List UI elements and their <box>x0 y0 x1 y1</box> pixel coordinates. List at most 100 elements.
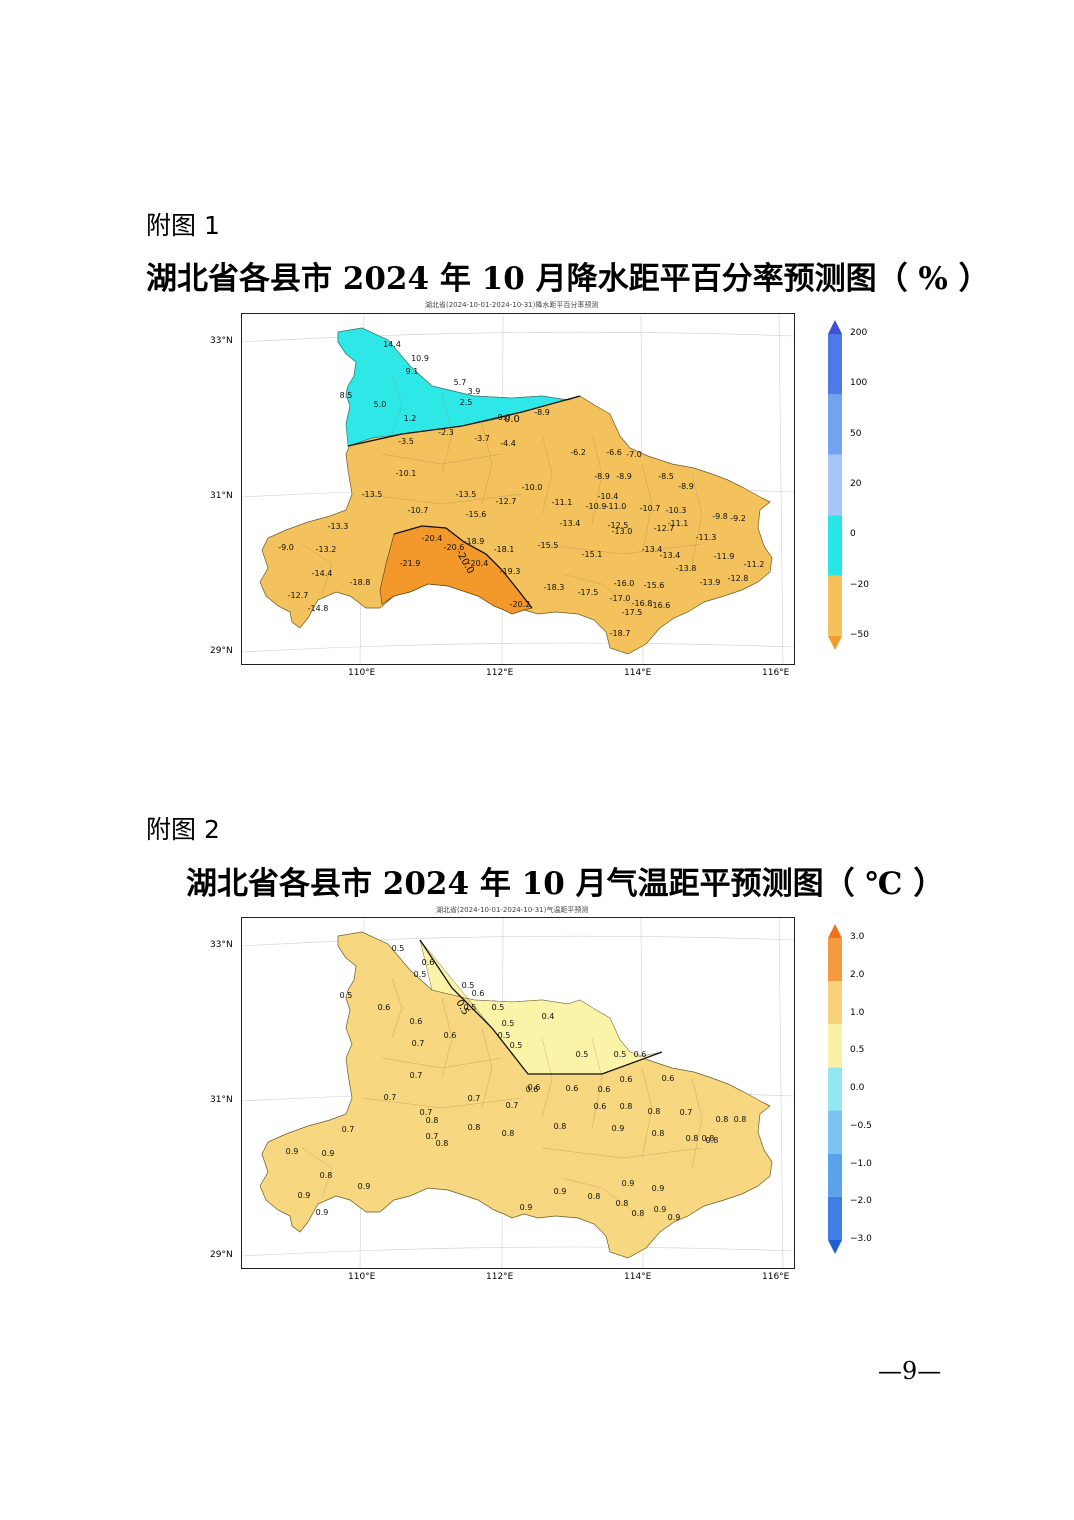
station-value: 0.9 <box>286 1147 299 1156</box>
station-value: 0.8 <box>620 1102 633 1111</box>
station-value: 9.1 <box>406 367 419 376</box>
map2-colorbar-tick: −3.0 <box>850 1234 872 1244</box>
station-value: 0.8 <box>426 1116 439 1125</box>
station-value: 0.9 <box>554 1187 567 1196</box>
map2-lon-110: 110°E <box>348 1272 376 1282</box>
map1-colorbar-tick: 20 <box>850 479 862 489</box>
station-value: -2.3 <box>438 428 454 437</box>
map2-colorbar-segment <box>828 1196 842 1240</box>
station-value: -19.3 <box>500 567 521 576</box>
temperature-colorbar: 3.0 2.0 1.0 0.5 0.0 −0.5 −1.0 −2.0 −3.0 <box>828 922 888 1268</box>
map1-colorbar-segment <box>828 575 842 636</box>
station-value: -12.5 <box>608 521 629 530</box>
station-value: 0.5 <box>576 1050 589 1059</box>
map1-colorbar-segment <box>828 454 842 516</box>
station-value: 0.6 <box>526 1085 539 1094</box>
station-value: 0.6 <box>598 1085 611 1094</box>
station-value: 0.7 <box>506 1101 519 1110</box>
map2-colorbar-tick: 2.0 <box>850 969 865 980</box>
station-value: 10.9 <box>411 354 429 363</box>
station-value: 0.6 <box>472 989 485 998</box>
station-value: 0.8 <box>706 1136 719 1145</box>
station-value: 0.8 <box>588 1192 601 1201</box>
map2-contour-half <box>419 939 663 1075</box>
station-value: -10.3 <box>666 506 687 515</box>
map2-colorbar-segment <box>828 1024 842 1068</box>
map2-colorbar-tick: −1.0 <box>850 1158 872 1169</box>
station-value: -13.5 <box>456 490 477 499</box>
temperature-map: 0.5 0.5 0.6 0.5 0.5 0.5 0.6 0.6 0.5 0.5 0.4 0.6 0.6… <box>241 917 795 1269</box>
station-value: -6.6 <box>606 448 622 457</box>
station-value: 0.6 <box>528 1083 541 1092</box>
station-value: 14.4 <box>383 340 401 349</box>
station-value: -20.6 <box>444 543 465 552</box>
station-value: 0.7 <box>342 1125 355 1134</box>
station-value: 5.0 <box>374 400 387 409</box>
station-value: -9.2 <box>730 514 746 523</box>
map1-colorbar-tick: −50 <box>850 630 869 640</box>
station-value: -3.7 <box>474 434 490 443</box>
station-value: -13.5 <box>362 490 383 499</box>
station-value: 0.5 <box>510 1041 523 1050</box>
station-value: 0.6 <box>566 1084 579 1093</box>
map2-colorbar-segment <box>828 1240 842 1254</box>
station-value: -11.1 <box>552 498 573 507</box>
station-value: -10.7 <box>640 504 661 513</box>
station-value: -9.0 <box>278 543 294 552</box>
station-value: 0.8 <box>436 1139 449 1148</box>
map2-colorbar-segment <box>828 938 842 982</box>
station-value: 0.7 <box>412 1039 425 1048</box>
station-value: 0.6 <box>444 1031 457 1040</box>
map2-lat-31: 31°N <box>210 1095 233 1105</box>
map2-colorbar-tick: 0.5 <box>850 1045 865 1056</box>
station-value: -12.8 <box>728 574 749 583</box>
station-value: 0.7 <box>680 1108 693 1117</box>
map1-colorbar-tick: −20 <box>850 579 869 590</box>
station-value: -10.4 <box>598 492 619 501</box>
station-value: -17.5 <box>622 608 643 617</box>
station-value: 0.9 <box>668 1213 681 1222</box>
map2-county-borders <box>301 977 703 1219</box>
station-value: -8.9 <box>678 482 694 491</box>
figure2-map-header: 湖北省(2024-10-01-2024-10-31)气温距平预测 <box>436 906 589 914</box>
station-value: -11.9 <box>714 552 735 561</box>
station-value: 0.8 <box>686 1134 699 1143</box>
station-value: -18.9 <box>464 537 485 546</box>
station-value: -20.4 <box>468 559 489 568</box>
station-value: 0.6 <box>378 1003 391 1012</box>
map1-lat-31: 31°N <box>210 491 233 501</box>
map2-lon-116: 116°E <box>762 1272 790 1282</box>
station-value: -17.0 <box>610 594 631 603</box>
station-value: 0.8 <box>468 1123 481 1132</box>
map1-colorbar-tick: 200 <box>850 328 868 338</box>
station-value: -8.9 <box>594 472 610 481</box>
station-value: 2.5 <box>460 398 473 407</box>
station-value: 0.7 <box>410 1071 423 1080</box>
figure1-title: 湖北省各县市 2024 年 10 月降水距平百分率预测图（ % ） <box>146 261 990 297</box>
station-value: 0.8 <box>702 1134 715 1143</box>
station-value: -18.3 <box>544 583 565 592</box>
station-value: 0.8 <box>648 1107 661 1116</box>
map1-colorbar-segment <box>828 515 842 576</box>
map1-colorbar-segment <box>828 636 842 650</box>
station-value: -10.0 <box>522 483 543 492</box>
station-value: 0.0 <box>498 413 511 422</box>
precipitation-colorbar: 200 100 50 20 0 −20 −50 <box>828 318 888 664</box>
station-value: 0.7 <box>426 1132 439 1141</box>
map2-colorbar-segment <box>828 1067 842 1111</box>
map2-lon-112: 112°E <box>486 1272 514 1282</box>
station-value: -20.2 <box>510 600 531 609</box>
map2-colorbar-tick: 0.0 <box>850 1083 865 1093</box>
station-value: 0.8 <box>632 1209 645 1218</box>
station-value: 0.5 <box>502 1019 515 1028</box>
figure1-label: 附图 1 <box>146 211 220 240</box>
map2-colorbar-segment <box>828 1110 842 1154</box>
station-value: -13.8 <box>676 564 697 573</box>
station-value: 0.5 <box>392 944 405 953</box>
station-value: -18.1 <box>494 545 515 554</box>
station-value: -13.4 <box>660 551 681 560</box>
map2-lon-114: 114°E <box>624 1272 652 1282</box>
station-value: 0.9 <box>622 1179 635 1188</box>
station-value: -17.5 <box>578 588 599 597</box>
precipitation-map: 0.0 -20.0 14.4 10.9 9.1 8.5 5.7 5.0 3.9 2.5 1.2 0… <box>241 313 795 665</box>
